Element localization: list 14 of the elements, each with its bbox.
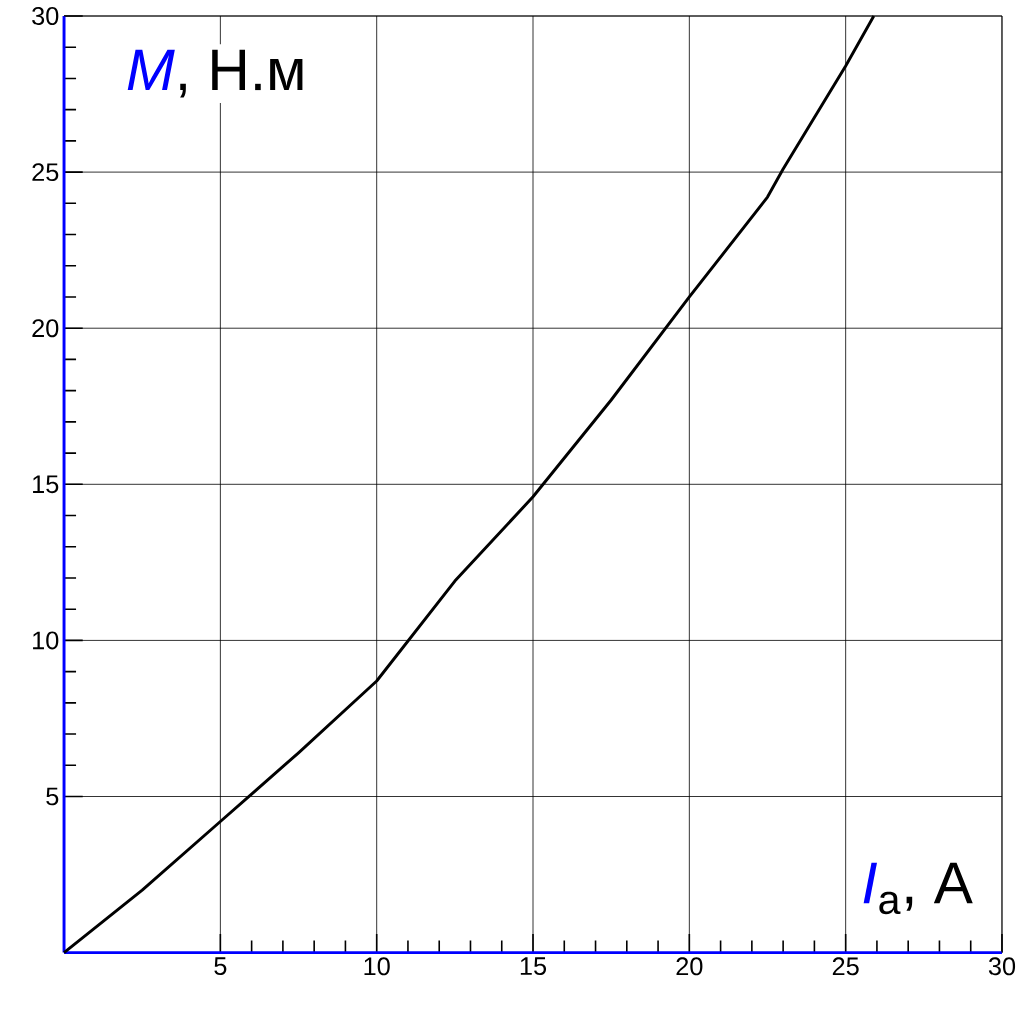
x-tick-label: 20 <box>676 957 703 976</box>
y-tick-label: 15 <box>33 475 59 493</box>
y-tick-label: 30 <box>32 6 59 25</box>
x-tick-label: 15 <box>520 957 547 975</box>
x-axis-title: I$_{a}$, A <box>863 862 973 915</box>
x-tick-label: 5 <box>214 957 227 975</box>
y-axis-title: M, Н.м <box>127 49 303 98</box>
x-tick-label: 10 <box>364 957 390 976</box>
y-tick-label: 20 <box>32 319 59 338</box>
x-tick-label: 30 <box>988 957 1016 976</box>
y-tick-label: 10 <box>33 631 59 650</box>
y-tick-label: 5 <box>46 787 59 806</box>
x-tick-label: 25 <box>832 957 859 976</box>
y-tick-label: 25 <box>32 162 59 181</box>
